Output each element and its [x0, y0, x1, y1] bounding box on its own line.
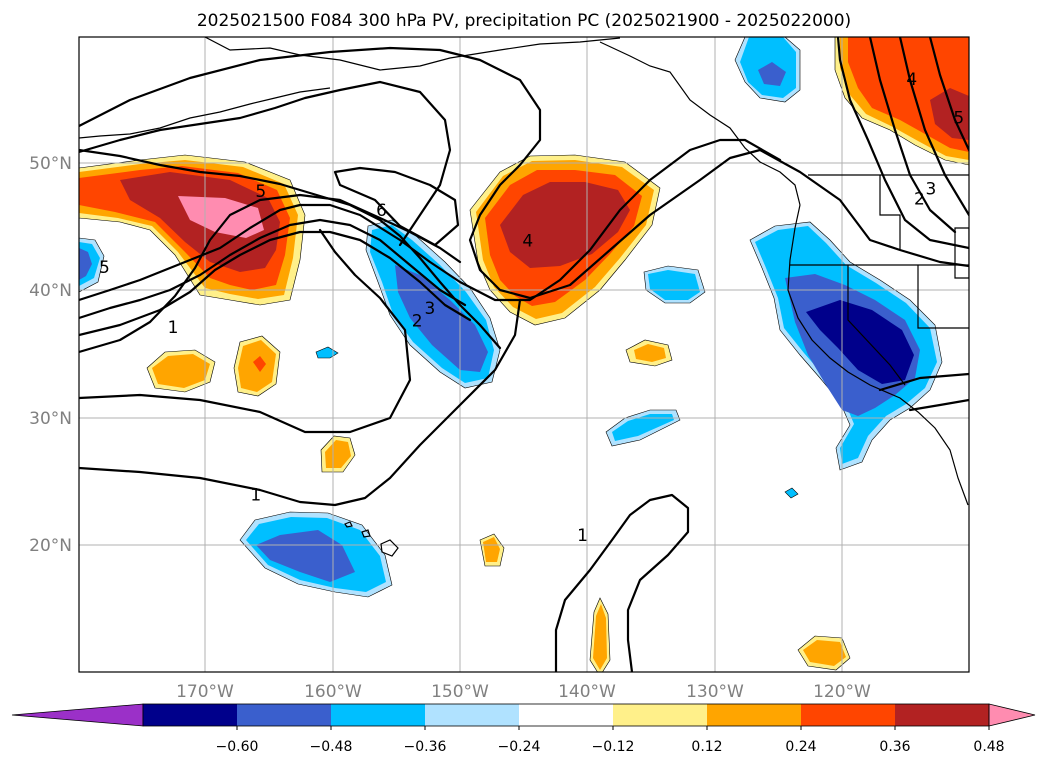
- pv-contour-label: 2: [914, 190, 925, 210]
- colorbar-segment: [331, 704, 426, 726]
- colorbar-tick-label: −0.60: [216, 739, 259, 755]
- colorbar-segment: [143, 704, 238, 726]
- lon-label-170w: 170°W: [176, 682, 234, 702]
- pv-contour-label: 4: [906, 70, 917, 90]
- latitude-labels: 50°N 40°N 30°N 20°N: [29, 154, 72, 556]
- longitude-labels: 170°W 160°W 150°W 140°W 130°W 120°W: [176, 682, 871, 702]
- pv-contour-label: 6: [376, 201, 387, 221]
- coastlines: [79, 37, 969, 557]
- pv-contour-label: 1: [168, 318, 179, 338]
- colorbar-tick-label: −0.24: [498, 739, 541, 755]
- lon-label-130w: 130°W: [686, 682, 744, 702]
- colorbar-tick-label: 0.12: [691, 739, 722, 755]
- colorbar-tick-label: 0.36: [879, 739, 910, 755]
- colorbar-tick-label: 0.24: [785, 739, 816, 755]
- colorbar-segment: [613, 704, 708, 726]
- graticule: [79, 37, 969, 672]
- pv-contours: [79, 37, 969, 672]
- pv-contour-label: 5: [255, 182, 266, 202]
- colorbar-tick-label: −0.48: [310, 739, 353, 755]
- colorbar-segment: [895, 704, 990, 726]
- pv-contour-label: 3: [925, 179, 936, 199]
- lat-label-20: 20°N: [29, 536, 72, 556]
- pv-contour-label: 1: [577, 526, 588, 546]
- colorbar-segment: [237, 704, 332, 726]
- colorbar-labels: −0.60 −0.48 −0.36 −0.24 −0.12 0.12 0.24 0.36 0.4…: [216, 726, 1005, 755]
- pv-contour-label: 3: [425, 299, 436, 319]
- colorbar-segment: [519, 704, 614, 726]
- lat-label-40: 40°N: [29, 281, 72, 301]
- pv-contour-label: 5: [953, 108, 964, 128]
- colorbar-extend-low: [11, 703, 144, 727]
- pv-contour-label: 1: [250, 485, 261, 505]
- colorbar: [11, 703, 1036, 727]
- colorbar-tick-label: −0.36: [404, 739, 447, 755]
- pv-contour-label: 4: [522, 231, 533, 251]
- figure-title: 2025021500 F084 300 hPa PV, precipitatio…: [197, 11, 851, 31]
- lon-label-140w: 140°W: [558, 682, 616, 702]
- lat-label-30: 30°N: [29, 409, 72, 429]
- colorbar-extend-high: [988, 703, 1036, 727]
- colorbar-tick-label: 0.48: [973, 739, 1004, 755]
- colorbar-tick-label: −0.12: [592, 739, 635, 755]
- colorbar-frame: [142, 703, 990, 727]
- colorbar-segment: [425, 704, 520, 726]
- colorbar-segment: [707, 704, 802, 726]
- lat-label-50: 50°N: [29, 154, 72, 174]
- map-frame: [78, 36, 970, 673]
- pv-contour-label: 2: [412, 311, 423, 331]
- precip-anomaly-fields: [79, 37, 969, 672]
- colorbar-segment: [801, 704, 896, 726]
- pv-contour-label: 5: [99, 258, 110, 278]
- lon-label-120w: 120°W: [813, 682, 871, 702]
- lon-label-160w: 160°W: [304, 682, 362, 702]
- lon-label-150w: 150°W: [431, 682, 489, 702]
